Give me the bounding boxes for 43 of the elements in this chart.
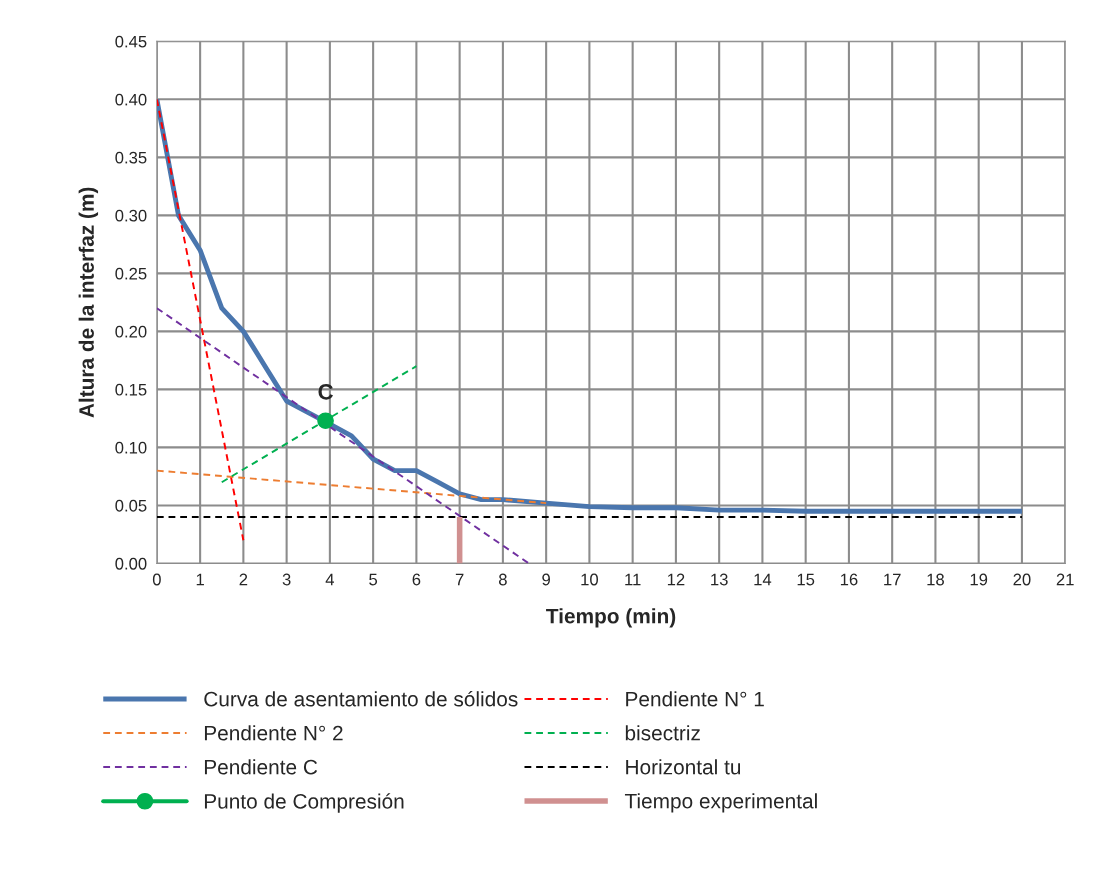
y-tick-label: 0.45 (115, 35, 147, 48)
x-tick-label: 15 (797, 573, 815, 586)
y-tick-label: 0.15 (115, 383, 147, 396)
legend-label: bisectriz (625, 725, 700, 741)
x-tick-label: 2 (239, 573, 248, 586)
y-tick-label: 0.30 (115, 209, 147, 222)
x-tick-label: 3 (282, 573, 291, 586)
legend-label: Tiempo experimental (624, 793, 817, 813)
legend-label: Pendiente C (204, 759, 318, 775)
x-axis-title: Tiempo (min) (546, 608, 676, 628)
y-tick-label: 0.35 (115, 151, 147, 164)
x-tick-label: 8 (498, 573, 507, 586)
x-tick-label: 0 (152, 573, 161, 586)
legend-label: Horizontal tu (626, 759, 741, 775)
y-tick-label: 0.20 (115, 325, 147, 338)
x-tick-label: 14 (754, 573, 772, 586)
legend-label: Curva de asentamiento de sólidos (204, 690, 518, 707)
y-tick-label: 0.10 (115, 441, 147, 454)
x-tick-label: 1 (196, 573, 204, 586)
x-tick-label: 7 (455, 573, 464, 586)
y-tick-label: 0.00 (115, 557, 147, 570)
x-tick-label: 17 (884, 573, 901, 586)
x-tick-label: 21 (1056, 573, 1074, 586)
x-tick-label: 4 (325, 573, 335, 586)
legend-label: Pendiente N° 2 (204, 725, 343, 741)
x-tick-label: 13 (711, 573, 728, 586)
legend-label: Pendiente N° 1 (626, 691, 764, 707)
x-tick-label: 18 (927, 573, 944, 586)
x-tick-label: 10 (581, 573, 599, 586)
y-tick-label: 0.05 (115, 499, 147, 512)
x-tick-label: 6 (412, 573, 421, 586)
y-axis-title: Altura de la interfaz (m) (78, 187, 99, 418)
x-tick-label: 12 (667, 573, 685, 586)
legend-label: Punto de Compresión (204, 793, 404, 813)
y-tick-label: 0.25 (115, 267, 147, 280)
x-tick-label: 5 (369, 573, 378, 586)
x-tick-label: 19 (970, 573, 988, 586)
x-tick-label: 20 (1013, 573, 1031, 586)
y-tick-label: 0.40 (115, 93, 147, 106)
x-tick-label: 11 (625, 573, 641, 586)
x-tick-label: 9 (542, 573, 550, 586)
x-tick-label: 16 (840, 573, 858, 586)
annotation: C (318, 383, 333, 400)
